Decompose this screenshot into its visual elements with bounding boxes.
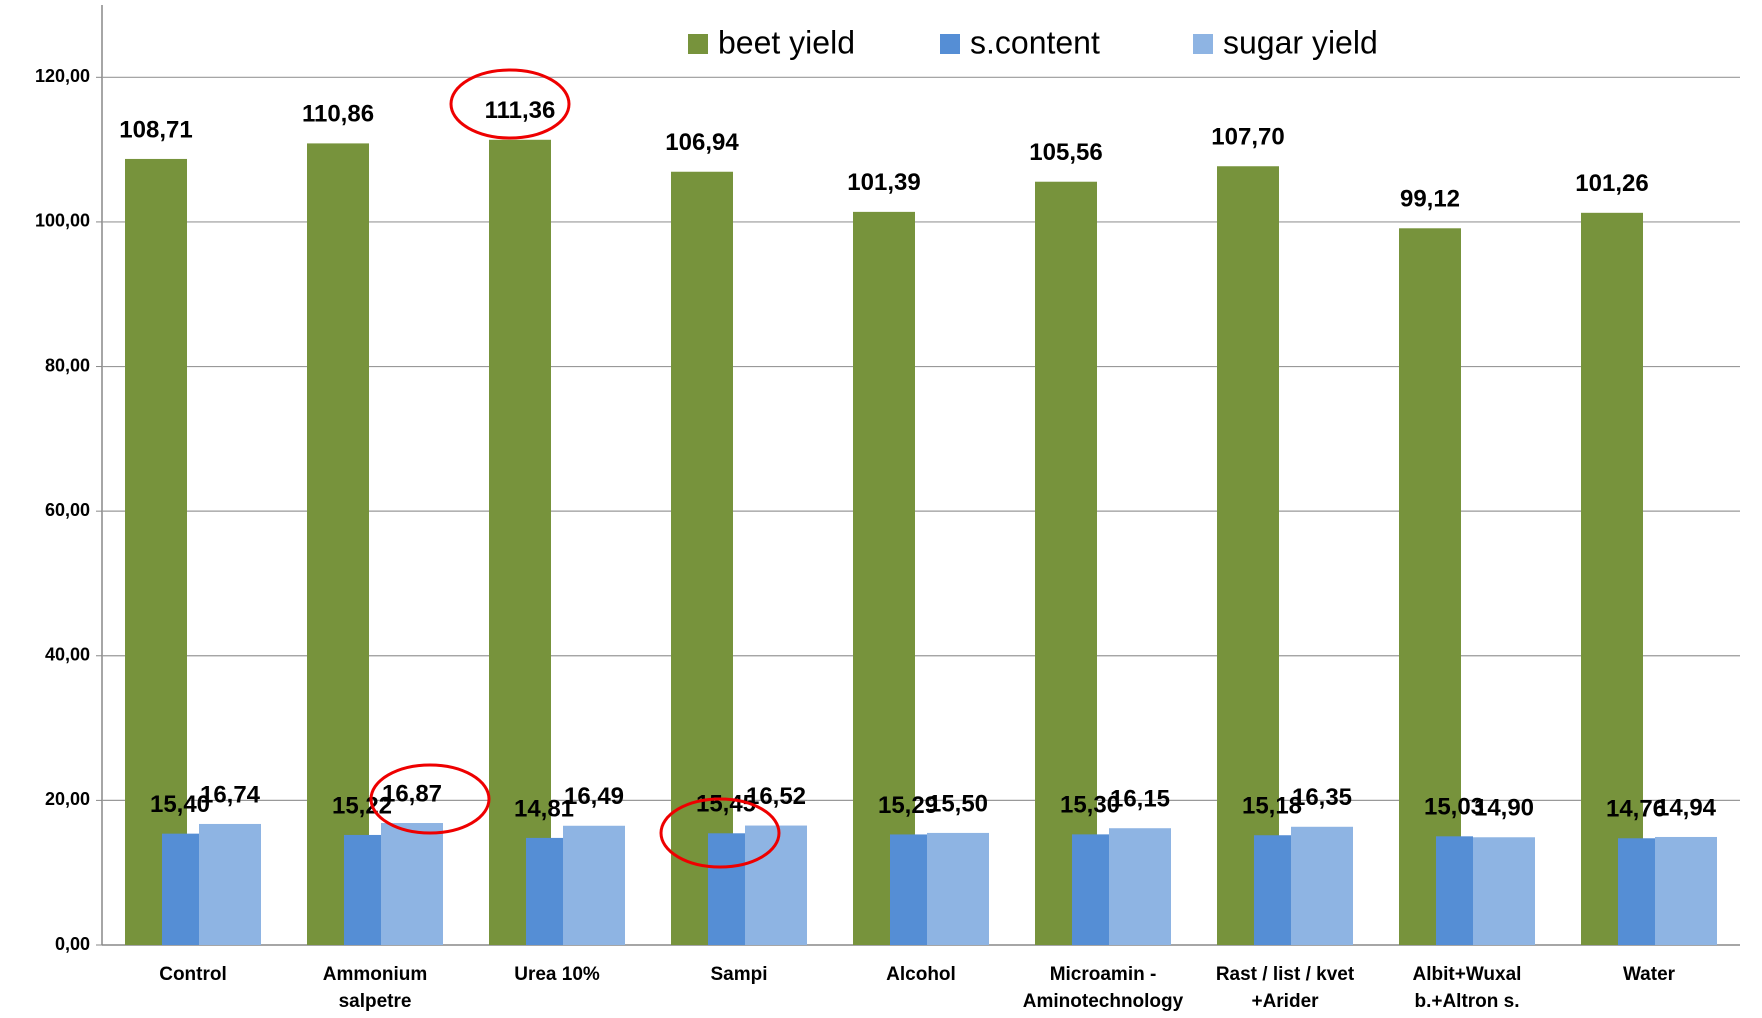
bar (563, 825, 625, 945)
bar (307, 143, 369, 946)
x-tick-label: Water (1622, 964, 1676, 985)
legend-swatch (1193, 34, 1213, 54)
x-tick-label: Rast / list / kvet +Arider (1215, 964, 1355, 1012)
x-tick-label-text: Microamin - Aminotechnology (1022, 964, 1184, 1012)
bar (489, 139, 551, 945)
value-label: 106,94 (665, 129, 739, 156)
bar (1109, 828, 1171, 945)
y-tick-label: 60,00 (45, 500, 90, 520)
value-label: 15,45 (696, 791, 756, 818)
bar (890, 834, 927, 945)
bar (853, 211, 915, 945)
x-tick-label: Urea 10% (514, 964, 600, 985)
bar (927, 832, 989, 945)
value-label: 15,29 (878, 792, 938, 819)
bar (526, 837, 563, 945)
legend-swatch (940, 34, 960, 54)
value-label: 15,18 (1242, 793, 1302, 820)
legend-label: s.content (970, 24, 1100, 60)
bar (1436, 836, 1473, 945)
y-tick-label: 0,00 (55, 934, 90, 954)
x-tick-label: Albit+Wuxal b.+Altron s. (1412, 964, 1522, 1012)
y-tick-label: 20,00 (45, 789, 90, 809)
x-tick-label-text: Control (159, 964, 227, 985)
bar (1473, 837, 1535, 945)
x-tick-label: Microamin - Aminotechnology (1022, 964, 1184, 1012)
x-tick-label: Control (159, 964, 227, 985)
x-tick-label-text: Alcohol (886, 964, 956, 985)
x-tick-label-text: Rast / list / kvet +Arider (1215, 964, 1355, 1012)
value-label: 101,39 (847, 169, 920, 196)
bar (1217, 166, 1279, 945)
legend-label: sugar yield (1223, 24, 1378, 60)
value-label: 16,35 (1292, 784, 1352, 811)
x-tick-label: Alcohol (886, 964, 956, 985)
value-label: 15,22 (332, 792, 392, 819)
bar (125, 158, 187, 946)
value-label: 15,40 (150, 791, 210, 818)
bar (1291, 826, 1353, 945)
value-label: 14,94 (1656, 794, 1717, 821)
highlight-circle (369, 763, 491, 835)
x-tick-label-text: Albit+Wuxal b.+Altron s. (1412, 964, 1522, 1012)
bar (162, 833, 199, 945)
x-tick-label-text: Water (1622, 964, 1676, 985)
value-label: 16,87 (382, 780, 442, 807)
legend-swatch (688, 34, 708, 54)
value-label: 14,81 (514, 795, 574, 822)
value-label: 16,49 (564, 783, 624, 810)
value-label: 99,12 (1400, 186, 1460, 213)
value-label: 107,70 (1211, 124, 1284, 151)
bar (381, 823, 443, 945)
value-label: 101,26 (1575, 170, 1648, 197)
value-label: 108,71 (119, 116, 192, 143)
x-tick-label: Ammonium salpetre (322, 964, 428, 1012)
bar (344, 834, 381, 945)
value-label: 110,86 (302, 101, 374, 128)
y-tick-label: 120,00 (35, 66, 90, 86)
value-label: 14,90 (1474, 795, 1534, 822)
value-label: 16,15 (1110, 786, 1170, 813)
bar (671, 171, 733, 946)
bar (1581, 212, 1643, 945)
bar (1399, 228, 1461, 946)
bar (199, 823, 261, 945)
bar (1254, 835, 1291, 945)
value-label: 14,76 (1606, 796, 1666, 823)
bar (1035, 181, 1097, 946)
x-tick-label-text: Urea 10% (514, 964, 600, 985)
value-label: 16,74 (200, 781, 261, 808)
legend-label: beet yield (718, 24, 855, 60)
value-label: 15,03 (1424, 794, 1484, 821)
x-tick-label-text: Sampi (710, 964, 768, 985)
highlight-circle (659, 797, 781, 869)
bar (1655, 836, 1717, 945)
highlight-circle (449, 68, 571, 140)
x-tick-label-text: Ammonium salpetre (322, 964, 428, 1012)
value-label: 105,56 (1029, 139, 1102, 166)
y-tick-label: 40,00 (45, 645, 90, 665)
bar (1072, 834, 1109, 945)
y-tick-label: 100,00 (35, 211, 90, 231)
bar (1618, 838, 1655, 945)
y-tick-label: 80,00 (45, 355, 90, 375)
value-label: 15,50 (928, 790, 988, 817)
value-label: 15,30 (1060, 792, 1120, 819)
x-tick-label: Sampi (710, 964, 768, 985)
bar (708, 833, 745, 945)
value-label: 111,36 (485, 97, 556, 124)
